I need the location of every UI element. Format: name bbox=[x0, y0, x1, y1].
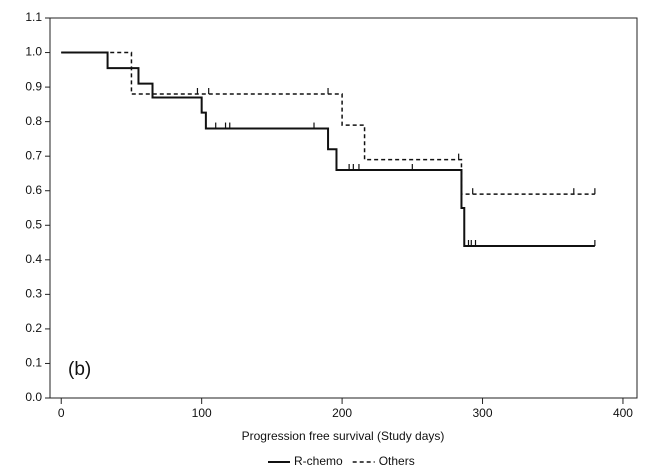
y-tick-label: 0.4 bbox=[25, 252, 42, 266]
x-axis-label: Progression free survival (Study days) bbox=[242, 429, 445, 443]
y-tick-label: 0.5 bbox=[25, 217, 42, 231]
y-tick-label: 0.2 bbox=[25, 321, 42, 335]
y-tick-label: 0.0 bbox=[25, 390, 42, 404]
x-tick-label: 200 bbox=[332, 406, 352, 420]
x-tick-label: 300 bbox=[473, 406, 493, 420]
y-tick-label: 0.3 bbox=[25, 287, 42, 301]
y-tick-label: 0.6 bbox=[25, 183, 42, 197]
plot-frame bbox=[49, 17, 638, 399]
y-tick-label: 1.0 bbox=[25, 45, 42, 59]
panel-label: (b) bbox=[68, 359, 91, 380]
survival-curve bbox=[61, 51, 595, 195]
y-tick-label: 0.9 bbox=[25, 79, 42, 93]
x-tick-label: 0 bbox=[58, 406, 65, 420]
y-tick-label: 1.1 bbox=[25, 10, 42, 24]
y-tick-label: 0.1 bbox=[25, 356, 42, 370]
legend-label: R-chemo bbox=[294, 454, 343, 468]
x-tick-label: 100 bbox=[192, 406, 212, 420]
x-tick-label: 400 bbox=[613, 406, 633, 420]
y-tick-label: 0.8 bbox=[25, 114, 42, 128]
survival-curve bbox=[61, 51, 595, 247]
y-tick-label: 0.7 bbox=[25, 148, 42, 162]
legend-label: Others bbox=[379, 454, 415, 468]
